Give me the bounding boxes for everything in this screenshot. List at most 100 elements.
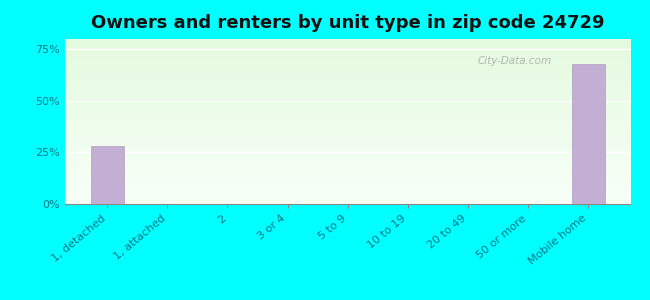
- Bar: [65, 160, 630, 161]
- Bar: [65, 50, 630, 52]
- Bar: [91, 146, 124, 204]
- Bar: [65, 140, 630, 141]
- Bar: [65, 110, 630, 112]
- Bar: [65, 127, 630, 128]
- Bar: [65, 182, 630, 184]
- Bar: [65, 97, 630, 98]
- Bar: [65, 108, 630, 110]
- Bar: [65, 102, 630, 103]
- Bar: [65, 64, 630, 65]
- Bar: [65, 92, 630, 94]
- Bar: [65, 115, 630, 116]
- Bar: [65, 49, 630, 50]
- Bar: [65, 82, 630, 83]
- Bar: [65, 54, 630, 56]
- Bar: [65, 154, 630, 156]
- Bar: [65, 202, 630, 204]
- Bar: [65, 150, 630, 151]
- Bar: [65, 59, 630, 61]
- Bar: [65, 94, 630, 95]
- Bar: [65, 151, 630, 153]
- Bar: [65, 56, 630, 57]
- Bar: [65, 85, 630, 87]
- Bar: [65, 116, 630, 118]
- Bar: [65, 80, 630, 82]
- Bar: [65, 65, 630, 67]
- Bar: [65, 188, 630, 189]
- Bar: [65, 178, 630, 179]
- Bar: [65, 193, 630, 194]
- Bar: [65, 189, 630, 191]
- Bar: [65, 191, 630, 193]
- Bar: [65, 158, 630, 160]
- Title: Owners and renters by unit type in zip code 24729: Owners and renters by unit type in zip c…: [91, 14, 604, 32]
- Bar: [65, 171, 630, 173]
- Text: City-Data.com: City-Data.com: [478, 56, 552, 66]
- Bar: [65, 120, 630, 122]
- Bar: [65, 72, 630, 74]
- Bar: [65, 169, 630, 171]
- Bar: [65, 112, 630, 113]
- Bar: [65, 44, 630, 46]
- Bar: [65, 75, 630, 77]
- Bar: [65, 98, 630, 100]
- Bar: [65, 100, 630, 102]
- Bar: [65, 122, 630, 123]
- Bar: [65, 62, 630, 64]
- Bar: [65, 133, 630, 135]
- Bar: [65, 153, 630, 154]
- Bar: [65, 194, 630, 196]
- Bar: [65, 41, 630, 42]
- Bar: [65, 70, 630, 72]
- Bar: [65, 128, 630, 130]
- Bar: [65, 184, 630, 186]
- Bar: [65, 39, 630, 41]
- Bar: [65, 174, 630, 176]
- Bar: [65, 138, 630, 140]
- Bar: [65, 199, 630, 201]
- Bar: [65, 125, 630, 127]
- Bar: [65, 123, 630, 125]
- Bar: [65, 47, 630, 49]
- Bar: [65, 83, 630, 85]
- Bar: [65, 196, 630, 197]
- Bar: [65, 95, 630, 97]
- Bar: [65, 143, 630, 145]
- Bar: [65, 146, 630, 148]
- Bar: [65, 131, 630, 133]
- Bar: [65, 197, 630, 199]
- Bar: [65, 181, 630, 182]
- Bar: [65, 88, 630, 90]
- Bar: [65, 179, 630, 181]
- Bar: [65, 113, 630, 115]
- Bar: [65, 79, 630, 80]
- Bar: [65, 61, 630, 62]
- Bar: [65, 105, 630, 106]
- Bar: [65, 176, 630, 178]
- Bar: [65, 145, 630, 146]
- Bar: [65, 186, 630, 188]
- Bar: [65, 201, 630, 202]
- Bar: [65, 90, 630, 92]
- Bar: [65, 141, 630, 143]
- Bar: [65, 42, 630, 44]
- Bar: [65, 135, 630, 136]
- Bar: [65, 156, 630, 158]
- Bar: [65, 103, 630, 105]
- Bar: [65, 164, 630, 166]
- Bar: [65, 118, 630, 120]
- Bar: [65, 166, 630, 168]
- Bar: [65, 163, 630, 164]
- Bar: [65, 46, 630, 47]
- Bar: [65, 136, 630, 138]
- Bar: [65, 168, 630, 169]
- Bar: [65, 161, 630, 163]
- Bar: [65, 57, 630, 59]
- Bar: [572, 64, 604, 204]
- Bar: [65, 77, 630, 79]
- Bar: [65, 74, 630, 75]
- Bar: [65, 67, 630, 69]
- Bar: [65, 106, 630, 108]
- Bar: [65, 69, 630, 70]
- Bar: [65, 148, 630, 150]
